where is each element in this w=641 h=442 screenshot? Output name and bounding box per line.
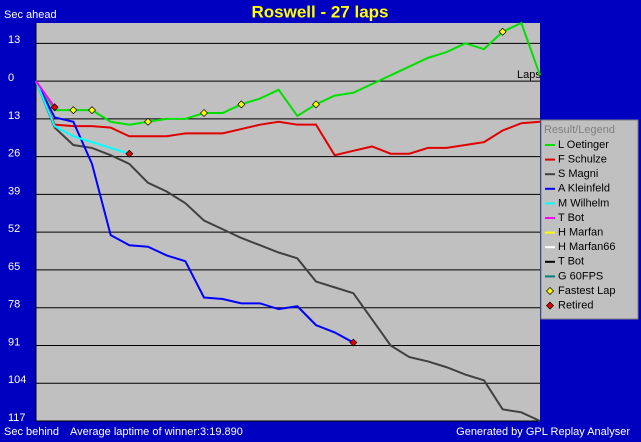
series-line bbox=[35, 21, 541, 126]
marker bbox=[312, 100, 320, 109]
legend-label: T Bot bbox=[558, 256, 584, 268]
legend-label: S Magni bbox=[558, 168, 598, 180]
plot-area bbox=[36, 23, 540, 421]
legend-label: T Bot bbox=[558, 212, 584, 224]
y-label-bottom: Sec behind bbox=[4, 426, 59, 438]
marker bbox=[88, 106, 96, 115]
marker bbox=[69, 106, 78, 115]
y-tick-label: 91 bbox=[8, 336, 20, 348]
y-tick-label: 13 bbox=[8, 34, 20, 46]
legend: L Oetinger F Schulze S Magni A Kleinfeld M W… bbox=[545, 139, 615, 312]
marker bbox=[237, 100, 246, 109]
y-tick-label: 26 bbox=[8, 148, 20, 160]
y-tick-label: 65 bbox=[8, 261, 20, 273]
legend-label: A Kleinfeld bbox=[558, 183, 610, 195]
legend-label: Retired bbox=[558, 300, 593, 312]
legend-label: Fastest Lap bbox=[558, 285, 615, 297]
marker bbox=[125, 149, 134, 158]
y-tick-label: 117 bbox=[8, 412, 26, 424]
y-tick-label: 52 bbox=[8, 223, 20, 235]
y-tick-label: 13 bbox=[8, 110, 20, 122]
y-tick-label: 78 bbox=[8, 299, 20, 311]
legend-swatch bbox=[546, 301, 554, 310]
y-tick-label: 0 bbox=[8, 72, 14, 84]
series-line bbox=[35, 80, 130, 155]
marker bbox=[50, 103, 59, 112]
legend-label: F Schulze bbox=[558, 154, 607, 166]
marker bbox=[349, 338, 358, 347]
legend-box bbox=[540, 119, 639, 320]
marker bbox=[498, 27, 507, 36]
marker bbox=[144, 117, 152, 126]
legend-swatch bbox=[546, 287, 554, 295]
marker bbox=[200, 109, 208, 118]
series-line bbox=[35, 80, 541, 422]
legend-label: H Marfan bbox=[558, 227, 603, 239]
x-label: Laps bbox=[517, 69, 541, 81]
plot bbox=[35, 21, 541, 422]
legend-label: H Marfan66 bbox=[558, 241, 615, 253]
series-line bbox=[35, 80, 541, 157]
footer-left: Average laptime of winner:3:19.890 bbox=[70, 426, 243, 438]
legend-title: Result/Legend bbox=[544, 124, 615, 136]
y-tick-label: 39 bbox=[8, 185, 20, 197]
series-line bbox=[35, 80, 354, 344]
legend-label: M Wilhelm bbox=[558, 197, 609, 209]
footer-right: Generated by GPL Replay Analyser bbox=[456, 426, 630, 438]
legend-label: G 60FPS bbox=[558, 270, 603, 282]
y-tick-label: 104 bbox=[8, 374, 26, 386]
legend-label: L Oetinger bbox=[558, 139, 609, 151]
series-line bbox=[35, 80, 56, 108]
y-label-top: Sec ahead bbox=[4, 9, 57, 21]
chart-title: Roswell - 27 laps bbox=[252, 2, 389, 21]
